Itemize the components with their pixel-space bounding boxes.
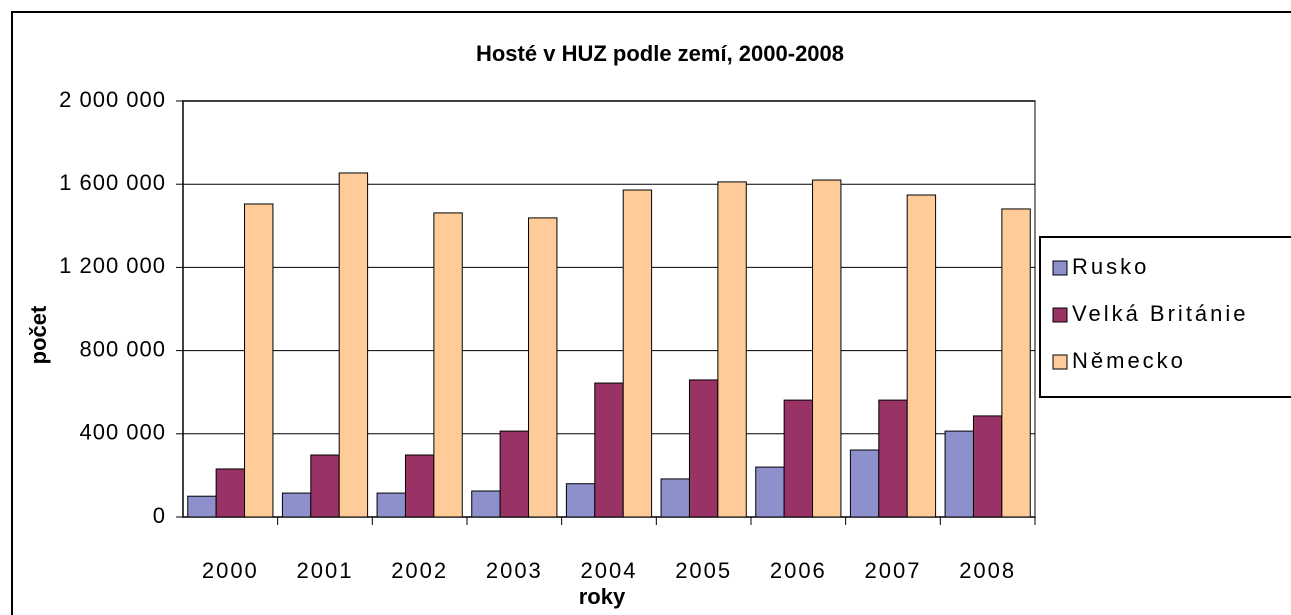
y-tick-label: 800 000 (79, 336, 166, 361)
x-tick-label: 2001 (297, 558, 354, 583)
legend-swatch (1052, 260, 1068, 276)
bar (215, 468, 246, 518)
bar (783, 399, 814, 518)
bar (594, 382, 624, 518)
y-tick-label: 400 000 (79, 420, 166, 445)
x-tick-label: 2003 (486, 558, 543, 583)
bar (812, 179, 842, 518)
bar (622, 189, 653, 518)
bar (338, 172, 369, 518)
bar (244, 203, 274, 518)
legend-box (1039, 236, 1291, 398)
bar (660, 478, 690, 518)
bar (471, 490, 501, 518)
bar (1001, 208, 1031, 518)
x-tick-label: 2008 (959, 558, 1016, 583)
legend-label: Velká Británie (1072, 301, 1249, 326)
y-axis-label: počet (26, 305, 51, 364)
legend-label: Rusko (1072, 254, 1149, 279)
y-tick-label: 2 000 000 (59, 87, 166, 112)
x-tick-label: 2007 (865, 558, 922, 583)
bar (376, 492, 406, 518)
bar (528, 217, 558, 518)
bar (906, 194, 937, 518)
x-tick-label: 2004 (581, 558, 638, 583)
bar (717, 181, 747, 518)
x-tick-label: 2000 (202, 558, 259, 583)
x-tick-label: 2002 (391, 558, 448, 583)
bar (755, 466, 785, 518)
bar (688, 379, 719, 518)
bar (878, 399, 908, 518)
bar (565, 483, 596, 518)
legend-label: Německo (1072, 348, 1186, 373)
bar (404, 454, 435, 518)
bar (499, 430, 530, 518)
chart-title: Hosté v HUZ podle zemí, 2000-2008 (476, 41, 844, 66)
x-tick-label: 2006 (770, 558, 827, 583)
bar (187, 495, 217, 518)
bar (310, 454, 340, 518)
x-tick-label: 2005 (675, 558, 732, 583)
y-tick-label: 1 600 000 (59, 170, 166, 195)
bar (281, 492, 312, 518)
bar (944, 430, 974, 518)
bar (972, 415, 1003, 518)
bar (433, 212, 463, 518)
bar (849, 449, 880, 518)
x-axis-label: roky (579, 584, 626, 609)
y-tick-label: 1 200 000 (59, 253, 166, 278)
legend-swatch (1052, 307, 1068, 323)
legend-swatch (1052, 354, 1068, 370)
y-tick-label: 0 (153, 503, 166, 528)
